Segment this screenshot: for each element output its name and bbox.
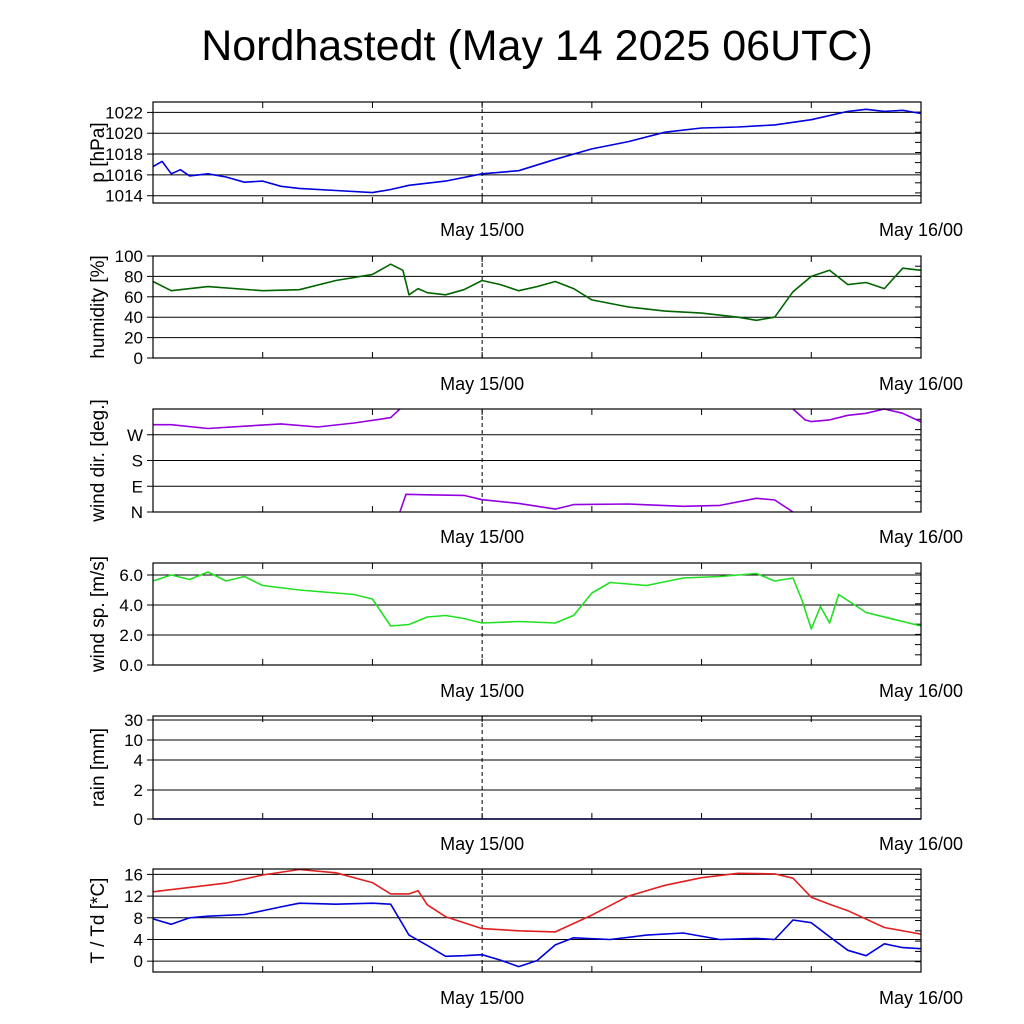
x-tick-label: May 16/00 (879, 988, 963, 1008)
y-tick-label: 16 (124, 865, 143, 884)
x-tick-label: May 16/00 (879, 374, 963, 394)
x-tick-label: May 16/00 (879, 834, 963, 854)
plot-frame (152, 868, 922, 973)
x-tick-label: May 15/00 (440, 374, 524, 394)
y-tick-label: 1022 (105, 103, 143, 122)
y-axis-label: T / Td [*C] (88, 878, 109, 964)
series-line-1 (152, 868, 922, 935)
series-line-1 (792, 408, 922, 423)
y-tick-label: 6.0 (119, 566, 143, 585)
x-tick-label: May 16/00 (879, 220, 963, 240)
y-tick-label: 12 (124, 887, 143, 906)
plot-frame (152, 562, 922, 666)
y-axis-label: p [hPa] (88, 122, 109, 182)
series-line-1 (152, 263, 922, 322)
plot-frame (152, 101, 922, 204)
panel-6: 0 4 8 12 16 T / Td [*C] May 15/00 May 16/00 (88, 865, 963, 1008)
plot-frame (152, 715, 922, 820)
y-tick-label: 20 (124, 329, 143, 348)
y-tick-label: 4 (134, 930, 143, 949)
y-tick-label: 40 (124, 308, 143, 327)
y-tick-label: 4 (134, 751, 143, 770)
y-tick-label: 2 (134, 781, 143, 800)
panel-4: 0.0 2.0 4.0 6.0 wind sp. [m/s] May 15/00 May 1… (88, 556, 963, 701)
x-tick-label: May 15/00 (440, 681, 524, 701)
y-tick-label: 0.0 (119, 656, 143, 675)
plot-frame (152, 408, 922, 513)
chart-title: Nordhastedt (May 14 2025 06UTC) (201, 22, 873, 70)
y-tick-label: 1016 (105, 166, 143, 185)
y-tick-label: 80 (124, 267, 143, 286)
x-tick-label: May 16/00 (879, 681, 963, 701)
plot-frame (152, 255, 922, 359)
y-tick-label: 1018 (105, 145, 143, 164)
y-tick-label: E (132, 477, 143, 496)
x-tick-label: May 16/00 (879, 527, 963, 547)
y-tick-label: N (131, 503, 143, 522)
y-tick-label: 1020 (105, 124, 143, 143)
series-line-1 (399, 493, 794, 513)
x-tick-label: May 15/00 (440, 988, 524, 1008)
y-axis-label: wind dir. [deg.] (88, 399, 109, 523)
y-tick-label: 60 (124, 288, 143, 307)
y-axis-label: rain [mm] (88, 728, 109, 807)
y-axis-label: wind sp. [m/s] (88, 556, 109, 673)
y-axis-label: humidity [%] (88, 255, 109, 358)
x-tick-label: May 15/00 (440, 220, 524, 240)
series-line-1 (152, 571, 922, 630)
x-tick-label: May 15/00 (440, 834, 524, 854)
y-tick-label: 0 (134, 349, 143, 368)
y-tick-label: 10 (124, 731, 143, 750)
y-tick-label: W (127, 426, 143, 445)
y-tick-label: 0 (134, 952, 143, 971)
y-tick-label: 100 (115, 247, 143, 266)
series-line-2 (152, 902, 922, 968)
series-line-1 (153, 408, 401, 430)
y-tick-label: 4.0 (119, 596, 143, 615)
y-tick-label: 0 (134, 810, 143, 829)
y-tick-label: 8 (134, 909, 143, 928)
y-tick-label: 30 (124, 711, 143, 730)
y-tick-label: S (132, 452, 143, 471)
y-tick-label: 2.0 (119, 626, 143, 645)
series-line-1 (152, 108, 922, 194)
x-tick-label: May 15/00 (440, 527, 524, 547)
y-tick-label: 1014 (105, 187, 143, 206)
